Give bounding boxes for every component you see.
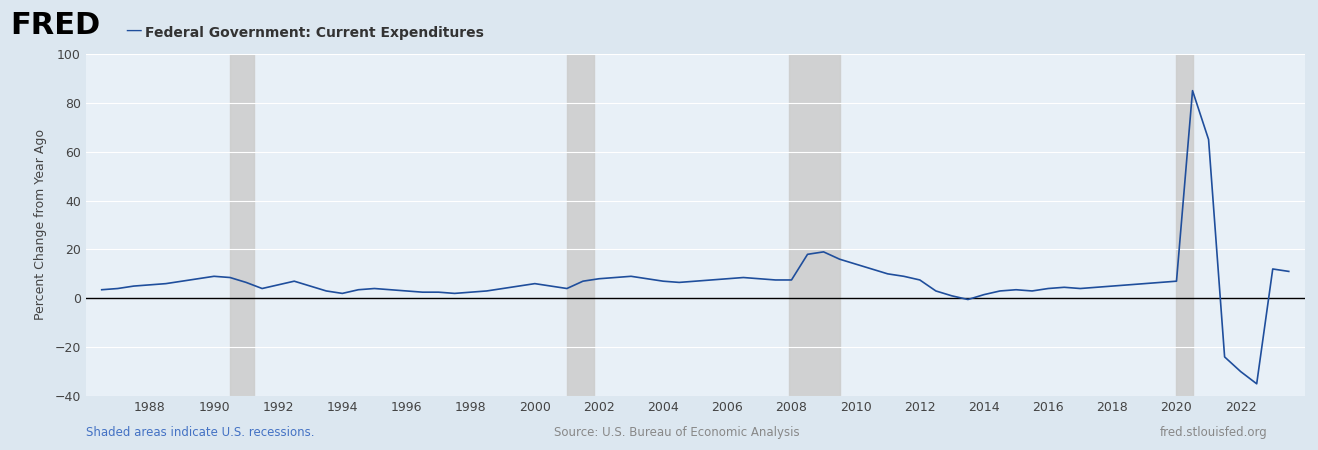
Bar	[789, 54, 840, 396]
Text: Source: U.S. Bureau of Economic Analysis: Source: U.S. Bureau of Economic Analysis	[554, 426, 799, 439]
Text: FRED: FRED	[11, 12, 100, 40]
Bar	[567, 54, 593, 396]
Bar	[1177, 54, 1193, 396]
Text: —: —	[125, 20, 142, 38]
Bar	[231, 54, 254, 396]
Text: Federal Government: Current Expenditures: Federal Government: Current Expenditures	[145, 27, 484, 40]
Y-axis label: Percent Change from Year Ago: Percent Change from Year Ago	[34, 130, 47, 320]
Text: Shaded areas indicate U.S. recessions.: Shaded areas indicate U.S. recessions.	[86, 426, 314, 439]
Text: fred.stlouisfed.org: fred.stlouisfed.org	[1160, 426, 1268, 439]
